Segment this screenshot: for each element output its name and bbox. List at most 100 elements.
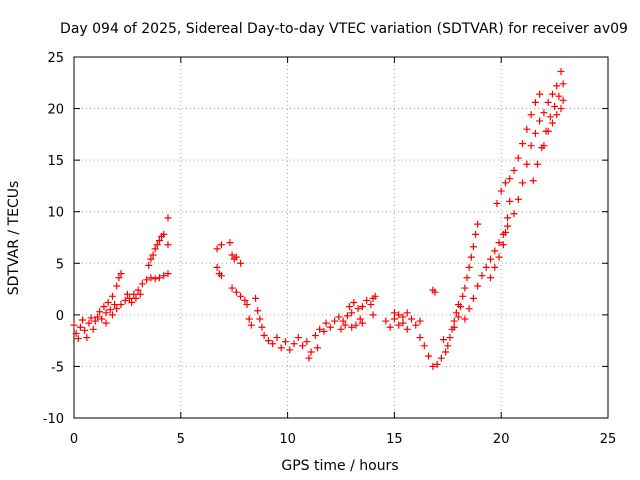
data-point: [493, 199, 501, 207]
y-tick-label: 0: [56, 309, 64, 324]
data-point: [495, 239, 503, 247]
data-point: [89, 325, 97, 333]
data-point: [303, 338, 311, 346]
data-point: [104, 298, 112, 306]
data-point: [463, 274, 471, 282]
data-point: [145, 261, 153, 269]
data-point: [491, 247, 499, 255]
y-tick-label: 25: [47, 51, 64, 66]
data-point: [551, 103, 559, 111]
data-point: [358, 319, 366, 327]
data-point: [314, 344, 322, 352]
data-point: [548, 90, 556, 98]
data-point: [260, 331, 268, 339]
data-point: [399, 313, 407, 321]
data-point: [153, 241, 161, 249]
data-point: [527, 142, 535, 150]
data-point: [160, 230, 168, 238]
data-point: [213, 263, 221, 271]
data-point: [459, 292, 467, 300]
data-point: [281, 338, 289, 346]
data-point: [147, 255, 155, 263]
data-point: [252, 294, 260, 302]
data-point: [326, 323, 334, 331]
data-point: [254, 307, 262, 315]
data-point: [348, 323, 356, 331]
data-point: [91, 317, 99, 325]
data-point: [469, 243, 477, 251]
data-point: [501, 228, 509, 236]
data-point: [497, 187, 505, 195]
data-point: [311, 331, 319, 339]
data-point: [495, 253, 503, 261]
data-point: [79, 316, 87, 324]
data-point: [113, 282, 121, 290]
data-point: [504, 222, 512, 230]
data-point: [540, 142, 548, 150]
data-point: [256, 315, 264, 323]
y-tick-label: 5: [56, 257, 64, 272]
data-point: [510, 166, 518, 174]
data-point: [111, 301, 119, 309]
data-point: [217, 272, 225, 280]
data-point: [160, 272, 168, 280]
data-point: [164, 214, 172, 222]
data-point: [546, 113, 554, 121]
data-point: [102, 309, 110, 317]
data-point: [457, 303, 465, 311]
data-point: [226, 239, 234, 247]
chart-title: Day 094 of 2025, Sidereal Day-to-day VTE…: [60, 21, 628, 37]
data-point: [290, 340, 298, 348]
data-point: [138, 280, 146, 288]
data-point: [446, 334, 454, 342]
data-point: [322, 319, 330, 327]
x-axis-label: GPS time / hours: [281, 458, 398, 474]
data-point: [519, 179, 527, 187]
data-point: [390, 309, 398, 317]
data-point: [299, 342, 307, 350]
data-point: [431, 288, 439, 296]
data-point: [487, 255, 495, 263]
data-point: [81, 326, 89, 334]
data-point: [386, 323, 394, 331]
data-point: [536, 90, 544, 98]
grid-lines: [74, 57, 608, 418]
data-point: [553, 82, 561, 90]
data-point: [461, 315, 469, 323]
data-point: [523, 160, 531, 168]
data-point: [130, 290, 138, 298]
data-point: [390, 315, 398, 323]
data-point: [237, 259, 245, 267]
data-point: [504, 214, 512, 222]
data-point: [286, 346, 294, 354]
data-point: [425, 352, 433, 360]
data-point: [155, 237, 163, 245]
data-point: [331, 317, 339, 325]
data-point: [557, 67, 565, 75]
data-point: [395, 321, 403, 329]
data-point: [93, 313, 101, 321]
data-point: [126, 294, 134, 302]
data-point: [536, 117, 544, 125]
data-point: [506, 197, 514, 205]
data-point: [450, 323, 458, 331]
data-point: [557, 105, 565, 113]
data-point: [151, 245, 159, 253]
data-point: [243, 301, 251, 309]
data-point: [87, 314, 95, 322]
x-tick-label: 5: [177, 432, 185, 447]
data-point: [440, 336, 448, 344]
data-point: [247, 321, 255, 329]
data-point: [232, 288, 240, 296]
data-point: [316, 325, 324, 333]
data-point: [117, 270, 125, 278]
data-point: [341, 321, 349, 329]
data-point: [117, 301, 125, 309]
data-point: [371, 292, 379, 300]
x-tick-label: 0: [70, 432, 78, 447]
data-point: [155, 274, 163, 282]
data-point: [403, 309, 411, 317]
data-point: [527, 111, 535, 119]
data-point: [559, 96, 567, 104]
data-point: [514, 154, 522, 162]
